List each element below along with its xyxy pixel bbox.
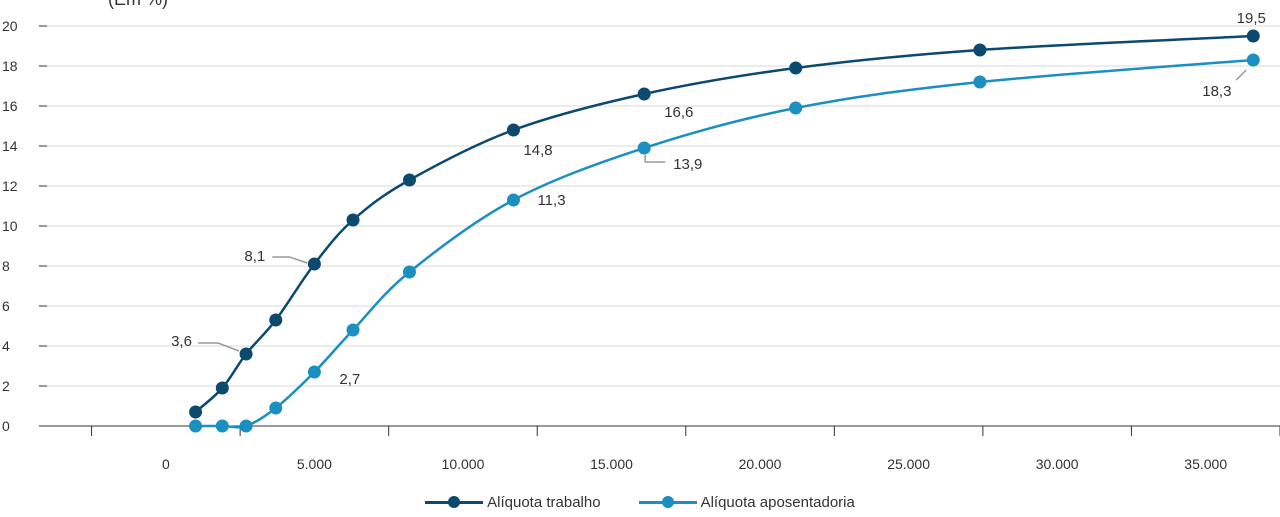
x-tick-label: 30.000	[1036, 456, 1079, 472]
legend-swatch-aposentadoria	[638, 496, 697, 508]
series-trabalho-point	[402, 173, 416, 187]
x-tick-label: 0	[162, 456, 170, 472]
series-aposentadoria-point	[189, 419, 203, 433]
series-trabalho-point	[1246, 29, 1260, 43]
series-trabalho-point	[307, 257, 321, 271]
label-leaders	[198, 69, 1247, 352]
series-aposentadoria-data-label: 11,3	[537, 192, 565, 209]
series-aposentadoria-point	[789, 101, 803, 115]
series-aposentadoria-point	[637, 141, 651, 155]
chart-title-fragment: (Em %)	[108, 0, 168, 9]
series-aposentadoria-point	[346, 323, 360, 337]
series-trabalho-data-label: 14,8	[523, 142, 552, 159]
series-aposentadoria-point	[506, 193, 520, 207]
series-aposentadoria-data-label: 13,9	[673, 156, 702, 173]
series-aposentadoria-point	[239, 419, 253, 433]
x-tick-label: 5.000	[297, 456, 332, 472]
series-trabalho-data-label: 19,5	[1237, 10, 1266, 27]
y-tick-label: 12	[2, 178, 18, 194]
legend-label-trabalho: Alíquota trabalho	[487, 493, 601, 511]
y-tick-label: 0	[2, 418, 10, 434]
y-tick-label: 16	[2, 98, 18, 114]
series-aposentadoria-point	[402, 265, 416, 279]
y-tick-label: 10	[2, 218, 18, 234]
legend-swatch-trabalho	[425, 496, 484, 508]
series-aposentadoria-data-label: 18,3	[1202, 83, 1231, 100]
series-aposentadoria-point	[215, 419, 229, 433]
series-trabalho-point	[789, 61, 803, 75]
series-aposentadoria-point	[307, 365, 321, 379]
series-trabalho-data-label: 3,6	[171, 333, 192, 350]
y-tick-label: 6	[2, 298, 10, 314]
line-chart: (Em %) 0 2 4 6 8 10 12 14 16 18 20 0 5.000 10.000 15.0…	[2, 0, 1280, 472]
y-tick-label: 8	[2, 258, 10, 274]
series-trabalho-point	[346, 213, 360, 227]
series-aposentadoria-line	[195, 58, 1254, 429]
series-trabalho-line	[194, 34, 1254, 413]
label-leader-line	[644, 155, 666, 163]
legend-label-aposentadoria: Alíquota aposentadoria	[700, 493, 855, 511]
series-aposentadoria-point	[973, 75, 987, 89]
y-tick-label: 18	[2, 58, 18, 74]
y-tick-label: 4	[2, 338, 10, 354]
series-trabalho-point	[506, 123, 520, 137]
x-tick-label: 10.000	[442, 456, 485, 472]
gridlines	[47, 25, 1280, 387]
axes: 0 2 4 6 8 10 12 14 16 18 20 0 5.000 10.000 15.000 20.00…	[2, 18, 1280, 472]
x-tick-label: 20.000	[739, 456, 782, 472]
x-tick-label: 15.000	[590, 456, 633, 472]
data-labels: 3,6 8,1 14,8 16,6 19,5 2,7 11,3 13,9 18,3	[171, 10, 1266, 388]
series-aposentadoria-point	[269, 401, 283, 415]
series-trabalho-point	[215, 381, 229, 395]
series-trabalho-data-label: 8,1	[244, 248, 265, 265]
series-aposentadoria-point	[1246, 53, 1260, 67]
y-tick-label: 20	[2, 18, 18, 34]
series-lines	[189, 29, 1260, 433]
legend-item-trabalho[interactable]: Alíquota trabalho	[425, 493, 601, 511]
series-trabalho-point	[189, 405, 203, 419]
series-trabalho-point	[637, 87, 651, 101]
label-leader-line	[272, 256, 308, 264]
series-trabalho-point	[239, 347, 253, 361]
legend-item-aposentadoria[interactable]: Alíquota aposentadoria	[638, 493, 855, 511]
series-trabalho-data-label: 16,6	[664, 104, 693, 121]
y-tick-label: 2	[2, 378, 10, 394]
series-trabalho-point	[973, 43, 987, 57]
series-aposentadoria-data-label: 2,7	[339, 371, 360, 388]
x-tick-label: 35.000	[1184, 456, 1227, 472]
legend: Alíquota trabalho Alíquota aposentadoria	[0, 492, 1280, 512]
label-leader-line	[1235, 69, 1247, 81]
series-trabalho-point	[269, 313, 283, 327]
x-tick-label: 25.000	[887, 456, 930, 472]
label-leader-line	[198, 342, 240, 352]
y-tick-label: 14	[2, 138, 18, 154]
